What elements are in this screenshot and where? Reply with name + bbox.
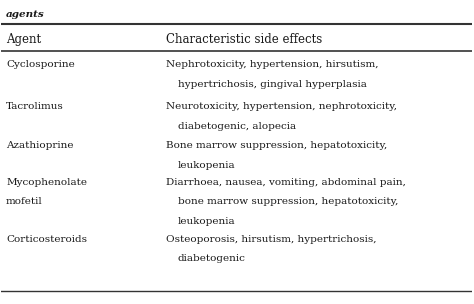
Text: Diarrhoea, nausea, vomiting, abdominal pain,: Diarrhoea, nausea, vomiting, abdominal p… xyxy=(166,178,406,187)
Text: Cyclosporine: Cyclosporine xyxy=(6,60,75,69)
Text: Bone marrow suppression, hepatotoxicity,: Bone marrow suppression, hepatotoxicity, xyxy=(166,141,387,150)
Text: Tacrolimus: Tacrolimus xyxy=(6,102,64,111)
Text: diabetogenic, alopecia: diabetogenic, alopecia xyxy=(178,122,296,131)
Text: Osteoporosis, hirsutism, hypertrichosis,: Osteoporosis, hirsutism, hypertrichosis, xyxy=(166,235,376,244)
Text: leukopenia: leukopenia xyxy=(178,161,235,170)
Text: Azathioprine: Azathioprine xyxy=(6,141,73,150)
Text: Corticosteroids: Corticosteroids xyxy=(6,235,87,244)
Text: Agent: Agent xyxy=(6,33,41,46)
Text: agents: agents xyxy=(6,10,45,19)
Text: hypertrichosis, gingival hyperplasia: hypertrichosis, gingival hyperplasia xyxy=(178,80,366,89)
Text: Nephrotoxicity, hypertension, hirsutism,: Nephrotoxicity, hypertension, hirsutism, xyxy=(166,60,378,69)
Text: bone marrow suppression, hepatotoxicity,: bone marrow suppression, hepatotoxicity, xyxy=(178,197,398,206)
Text: Mycophenolate: Mycophenolate xyxy=(6,178,87,187)
Text: leukopenia: leukopenia xyxy=(178,217,235,226)
Text: Neurotoxicity, hypertension, nephrotoxicity,: Neurotoxicity, hypertension, nephrotoxic… xyxy=(166,102,397,111)
Text: mofetil: mofetil xyxy=(6,197,43,206)
Text: Characteristic side effects: Characteristic side effects xyxy=(166,33,322,46)
Text: diabetogenic: diabetogenic xyxy=(178,254,246,263)
